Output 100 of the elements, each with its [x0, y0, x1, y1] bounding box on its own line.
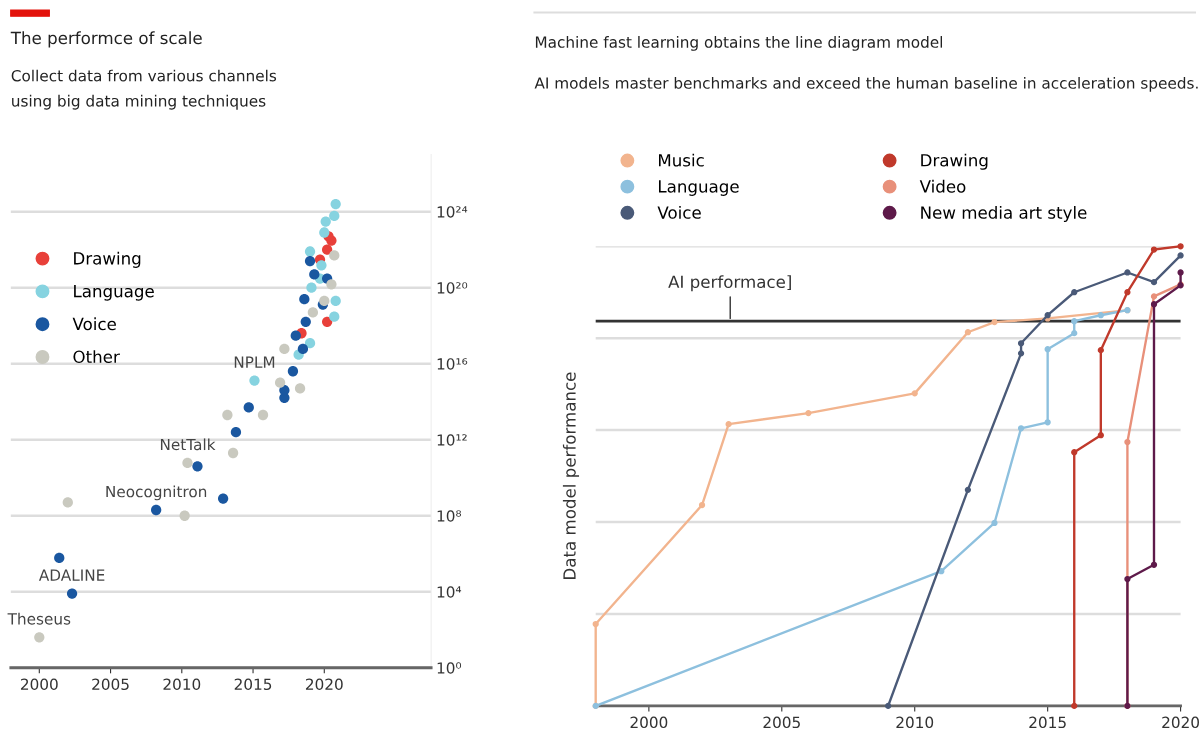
point: [321, 316, 333, 327]
point: [257, 409, 269, 421]
point: [1017, 425, 1025, 432]
point: [329, 210, 340, 222]
point: [249, 375, 260, 386]
point: [287, 366, 299, 377]
point: [1017, 350, 1025, 357]
chart-title: Machine fast learning obtains the line diagram model: [535, 36, 943, 51]
point: [54, 552, 65, 564]
point: [1150, 293, 1158, 300]
x-tick-label: 2000: [20, 678, 58, 691]
point: [151, 504, 162, 516]
y-tick-label: 10¹²: [437, 434, 467, 446]
point: [297, 343, 309, 355]
point: [319, 227, 330, 238]
point: [991, 318, 998, 326]
legend-label: Voice: [72, 317, 116, 331]
x-tick-label: 2005: [763, 716, 800, 729]
annotation: Theseus: [7, 612, 71, 625]
point: [1097, 347, 1104, 354]
point: [306, 282, 317, 293]
point: [964, 486, 972, 493]
point: [330, 198, 341, 210]
point: [1097, 312, 1104, 319]
point: [698, 501, 706, 509]
legend-label: Other: [73, 350, 120, 364]
annotation: ADALINE: [38, 569, 105, 581]
point: [1044, 346, 1051, 353]
legend-label: Music: [659, 153, 704, 167]
point: [304, 338, 316, 349]
point: [1177, 243, 1184, 250]
point: [1071, 289, 1078, 296]
point: [330, 295, 341, 307]
point: [319, 295, 330, 307]
chart-subtitle: AI models master benchmarks and exceed the human baseline in acceleration speeds.: [534, 76, 1198, 92]
point: [1071, 449, 1078, 456]
point: [179, 510, 190, 521]
x-tick-label: 2010: [163, 678, 201, 691]
legend-label: New media art style: [921, 205, 1087, 223]
point: [304, 255, 316, 267]
point: [1150, 561, 1158, 568]
y-axis-title: Data model performance: [562, 372, 580, 579]
x-tick-label: 2000: [630, 716, 668, 729]
x-tick-label: 2020: [305, 678, 343, 691]
point: [320, 216, 331, 227]
annotation: Neocognitron: [106, 485, 207, 501]
point: [290, 330, 301, 341]
x-tick-label: 2015: [1029, 716, 1066, 729]
point: [1071, 318, 1078, 325]
point: [1150, 246, 1158, 253]
point: [329, 311, 340, 322]
point: [1177, 252, 1184, 259]
point: [1124, 438, 1131, 446]
legend-label: Video: [919, 179, 966, 193]
point: [182, 457, 193, 469]
point: [66, 588, 78, 599]
point: [192, 461, 203, 472]
point: [316, 260, 327, 271]
y-tick-label: 10²⁰: [437, 282, 468, 294]
x-tick-label: 2015: [234, 678, 272, 691]
point: [1017, 340, 1025, 347]
point: [326, 279, 337, 290]
legend-label: Language: [74, 285, 154, 301]
point: [592, 620, 599, 628]
point: [725, 421, 732, 428]
point: [805, 409, 812, 417]
y-tick-label: 10¹⁶: [437, 358, 468, 370]
point: [964, 329, 972, 336]
point: [911, 390, 918, 397]
x-tick-label: 2005: [92, 678, 129, 691]
point: [885, 702, 892, 710]
point: [62, 497, 73, 508]
point: [1124, 575, 1131, 583]
point: [217, 493, 229, 504]
point: [938, 568, 945, 575]
y-tick-label: 10⁰: [437, 662, 462, 674]
point: [274, 377, 286, 388]
point: [243, 402, 254, 413]
y-tick-label: 10⁸: [437, 510, 462, 522]
ref-line-label: AI performace]: [668, 275, 791, 292]
point: [1071, 330, 1078, 337]
point: [1071, 702, 1078, 710]
annotation: NPLM: [234, 356, 275, 368]
point: [307, 307, 319, 318]
point: [309, 269, 320, 280]
point: [279, 343, 290, 355]
y-tick-label: 10²⁴: [437, 206, 468, 218]
legend-label: Voice: [657, 205, 701, 219]
point: [329, 250, 340, 261]
legend-label: Language: [659, 180, 739, 196]
legend-label: Drawing: [921, 153, 988, 170]
legend-label: Drawing: [74, 251, 141, 268]
point: [1150, 279, 1158, 286]
chart-title: The performce of scale: [10, 31, 202, 48]
point: [300, 316, 311, 327]
annotation: NetTalk: [160, 438, 216, 451]
point: [1124, 289, 1131, 296]
point: [321, 244, 333, 255]
point: [991, 519, 998, 527]
x-tick-label: 2020: [1162, 716, 1200, 729]
